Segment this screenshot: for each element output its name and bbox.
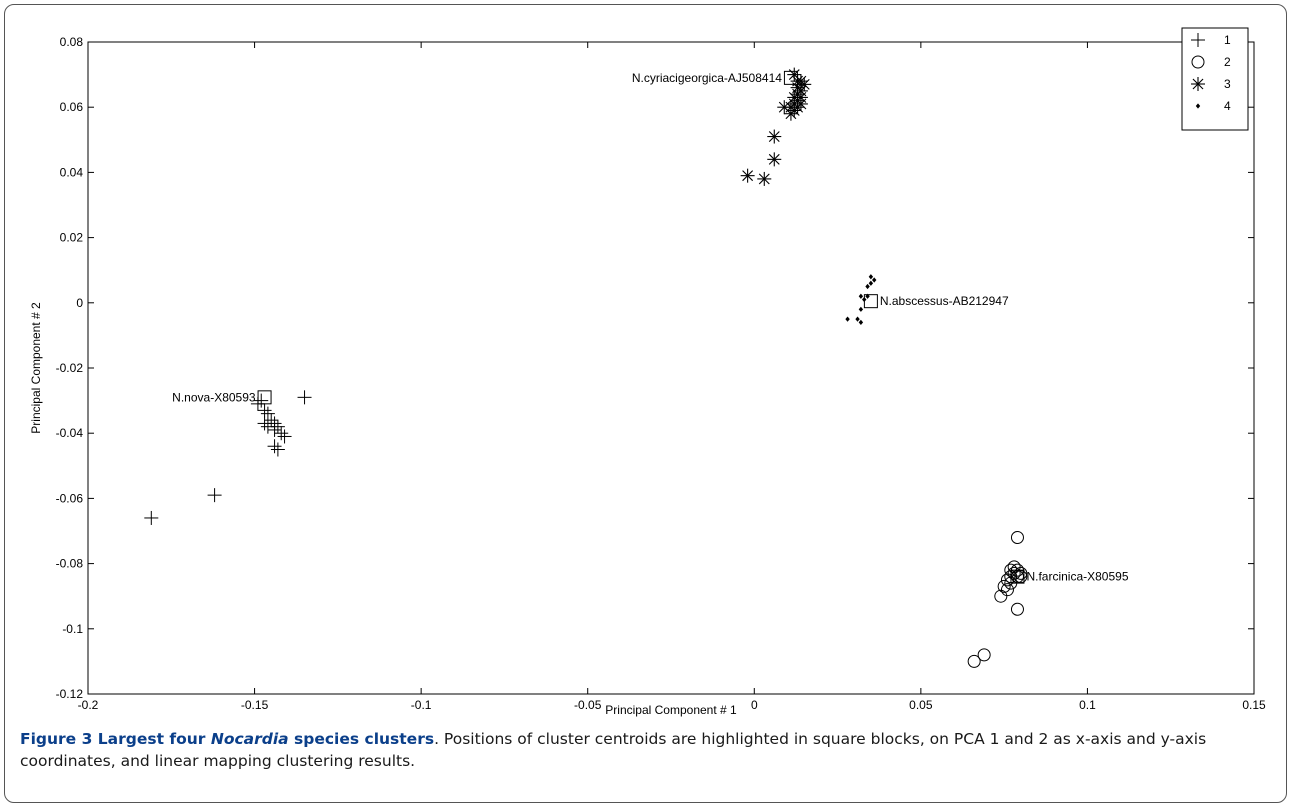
point-series-2	[977, 648, 991, 662]
point-series-4	[845, 316, 850, 322]
x-tick-label: 0.15	[1242, 698, 1266, 712]
x-tick-label: -0.2	[78, 698, 99, 712]
x-tick-label: 0.05	[909, 698, 933, 712]
figure-frame	[4, 4, 1287, 803]
x-tick-label: 0.1	[1079, 698, 1096, 712]
point-series-1	[144, 510, 159, 525]
point-series-2	[1010, 602, 1024, 616]
point-series-2	[1007, 566, 1021, 580]
point-series-4	[855, 316, 860, 322]
plot-area	[87, 41, 1255, 695]
point-series-4	[872, 277, 877, 283]
x-axis-label: Principal Component # 1	[605, 703, 737, 717]
point-series-4	[865, 293, 870, 299]
point-series-1	[207, 488, 222, 503]
y-tick-label: -0.04	[56, 426, 84, 440]
figure-caption: Figure 3 Largest four Nocardia species c…	[20, 728, 1273, 772]
point-series-1	[277, 429, 292, 444]
legend-label: 2	[1224, 55, 1231, 69]
point-series-4	[865, 283, 870, 290]
legend-marker-2	[1191, 55, 1205, 69]
legend-label: 4	[1224, 99, 1231, 113]
point-series-4	[858, 319, 864, 325]
point-series-1	[270, 442, 285, 457]
point-series-2	[1007, 560, 1021, 574]
centroid-label: N.nova-X80593	[172, 390, 256, 404]
centroid-label: N.cyriacigeorgica-AJ508414	[632, 71, 782, 85]
legend-label: 3	[1224, 77, 1231, 91]
point-series-1	[260, 406, 275, 421]
x-tick-label: -0.1	[411, 698, 432, 712]
point-series-2	[1010, 531, 1024, 545]
y-tick-label: 0	[76, 296, 83, 310]
centroid-label: N.abscessus-AB212947	[880, 294, 1009, 308]
y-tick-label: 0.06	[60, 100, 84, 114]
series-3	[740, 67, 812, 186]
x-tick-label: 0	[751, 698, 758, 712]
centroid-box	[863, 294, 878, 309]
point-series-2	[967, 654, 981, 668]
series-4	[845, 274, 877, 325]
y-axis-label: Principal Component # 2	[29, 302, 43, 434]
y-tick-label: 0.02	[60, 231, 84, 245]
centroid-box	[783, 70, 798, 85]
series-1	[144, 390, 312, 525]
legend-label: 1	[1224, 33, 1231, 47]
point-series-1	[274, 426, 289, 441]
y-tick-label: -0.06	[56, 491, 84, 505]
point-series-1	[254, 393, 269, 408]
point-series-3	[767, 152, 782, 167]
point-series-3	[783, 106, 798, 121]
legend-marker-1	[1191, 33, 1205, 47]
scatter-chart: -0.2 -0.15 -0.1 -0.05 0 0.05 0.1 0.15 -0.12 -0.1 -…	[29, 27, 1266, 717]
point-series-1	[270, 419, 285, 434]
y-tick-label: -0.12	[56, 687, 84, 701]
y-tick-label: -0.02	[56, 361, 84, 375]
point-series-4	[868, 274, 874, 280]
point-series-1	[257, 403, 272, 418]
series-2	[967, 531, 1028, 668]
point-series-2	[997, 579, 1011, 593]
legend-marker-3	[1191, 77, 1205, 91]
point-series-3	[757, 171, 772, 186]
caption-title: Figure 3 Largest four Nocardia species c…	[20, 730, 435, 748]
centroid-box	[257, 390, 272, 405]
point-series-2	[1014, 566, 1028, 580]
point-series-2	[1000, 583, 1014, 597]
point-series-3	[740, 168, 755, 183]
x-tick-label: -0.05	[574, 698, 602, 712]
point-series-2	[994, 589, 1008, 603]
y-tick-label: -0.1	[62, 622, 83, 636]
legend-marker-4	[1195, 103, 1201, 109]
caption-body: . Positions of cluster centroids are hig…	[20, 730, 1207, 770]
point-series-2	[1000, 573, 1014, 587]
y-tick-label: 0.04	[60, 165, 84, 179]
point-series-1	[267, 439, 282, 454]
point-series-4	[858, 306, 864, 312]
centroid-box	[1010, 569, 1025, 584]
centroid-label: N.farcinica-X80595	[1026, 570, 1128, 584]
x-tick-label: -0.15	[241, 698, 269, 712]
point-series-4	[858, 293, 864, 299]
point-series-1	[267, 422, 282, 437]
point-series-1	[264, 413, 279, 428]
y-tick-label: 0.08	[60, 35, 84, 49]
point-series-1	[297, 390, 312, 405]
y-tick-label: -0.08	[56, 557, 84, 571]
point-series-3	[767, 129, 782, 144]
point-series-4	[868, 280, 874, 286]
legend	[1181, 27, 1249, 131]
